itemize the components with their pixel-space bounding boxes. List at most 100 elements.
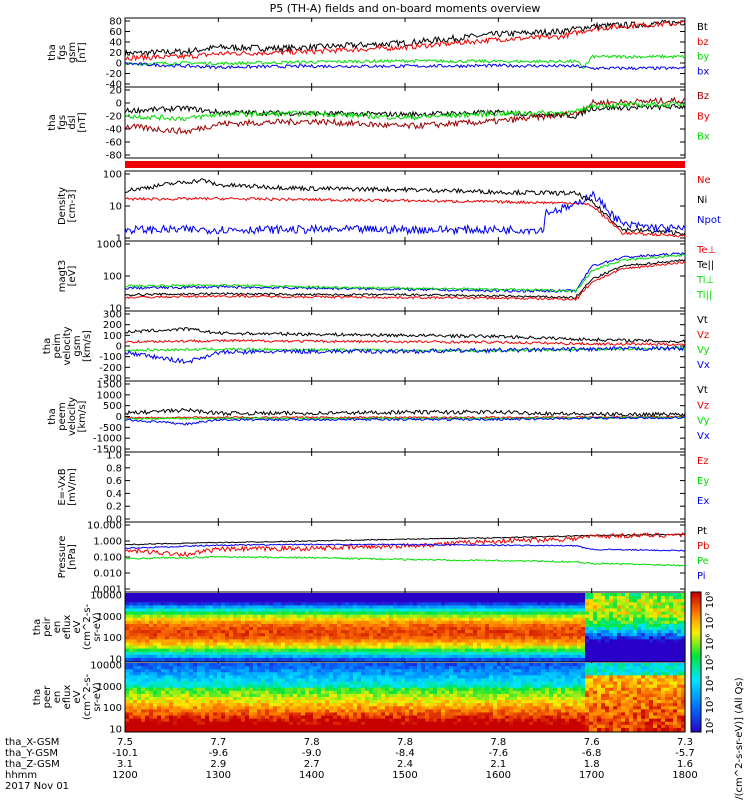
spectrogram-cell	[185, 614, 190, 619]
spectrogram-cell	[297, 627, 302, 631]
spectrogram-cell	[421, 599, 426, 603]
spectrogram-cell	[269, 602, 274, 606]
spectrogram-cell	[209, 636, 214, 640]
spectrogram-cell	[341, 639, 346, 644]
spectrogram-cell	[425, 614, 430, 619]
spectrogram-cell	[269, 645, 274, 650]
spectrogram-cell	[293, 611, 298, 616]
spectrogram-cell	[637, 614, 642, 619]
spectrogram-cell	[645, 642, 650, 647]
spectrogram-cell	[345, 623, 350, 628]
spectrogram-cell	[325, 681, 330, 686]
spectrogram-cell	[161, 596, 166, 600]
spectrogram-cell	[621, 596, 626, 600]
spectrogram-cell	[157, 605, 162, 610]
spectrogram-cell	[193, 666, 198, 670]
spectrogram-cell	[633, 599, 638, 603]
spectrogram-cell	[269, 654, 274, 659]
spectrogram-cell	[201, 690, 206, 695]
spectrogram-cell	[349, 675, 354, 680]
spectrogram-cell	[569, 602, 574, 606]
spectrogram-cell	[325, 678, 330, 683]
spectrogram-cell	[581, 630, 586, 634]
spectrogram-cell	[461, 602, 466, 606]
spectrogram-cell	[289, 697, 294, 701]
spectrogram-cell	[205, 605, 210, 610]
spectrogram-cell	[161, 697, 166, 701]
spectrogram-cell	[349, 709, 354, 714]
spectrogram-cell	[273, 666, 278, 670]
spectrogram-cell	[681, 642, 686, 647]
spectrogram-cell	[613, 620, 618, 625]
spectrogram-cell	[337, 599, 342, 603]
spectrogram-cell	[269, 648, 274, 653]
spectrogram-cell	[597, 617, 602, 622]
spectrogram-cell	[165, 724, 170, 729]
spectrogram-cell	[141, 605, 146, 610]
spectrogram-cell	[137, 678, 142, 683]
spectrogram-cell	[377, 654, 382, 659]
spectrogram-cell	[445, 648, 450, 653]
spectrogram-cell	[621, 605, 626, 610]
spectrogram-cell	[629, 642, 634, 647]
spectrogram-cell	[261, 721, 266, 726]
spectrogram-cell	[325, 608, 330, 613]
spectrogram-cell	[453, 596, 458, 600]
spectrogram-cell	[225, 593, 230, 597]
spectrogram-cell	[213, 693, 218, 698]
spectrogram-cell	[253, 687, 258, 692]
spectrogram-cell	[349, 608, 354, 613]
spectrogram-cell	[137, 727, 142, 732]
spectrogram-cell	[365, 690, 370, 695]
spectrogram-cell	[649, 630, 654, 634]
spectrogram-cell	[385, 620, 390, 625]
spectrogram-cell	[289, 663, 294, 667]
spectrogram-cell	[661, 596, 666, 600]
spectrogram-cell	[613, 599, 618, 603]
spectrogram-cell	[473, 636, 478, 640]
spectrogram-cell	[605, 605, 610, 610]
spectrogram-cell	[285, 617, 290, 622]
spectrogram-cell	[453, 642, 458, 647]
spectrogram-cell	[221, 727, 226, 732]
spectrogram-cell	[357, 715, 362, 720]
spectrogram-cell	[245, 620, 250, 625]
spectrogram-cell	[681, 614, 686, 619]
spectrogram-cell	[193, 614, 198, 619]
spectrogram-cell	[381, 623, 386, 628]
spectrogram-cell	[265, 593, 270, 597]
spectrogram-cell	[413, 596, 418, 600]
spectrogram-cell	[145, 645, 150, 650]
spectrogram-cell	[145, 636, 150, 640]
spectrogram-cell	[133, 627, 138, 631]
spectrogram-cell	[553, 639, 558, 644]
spectrogram-cell	[297, 617, 302, 622]
spectrogram-cell	[137, 654, 142, 659]
spectrogram-cell	[469, 596, 474, 600]
spectrogram-cell	[261, 645, 266, 650]
spectrogram-cell	[365, 645, 370, 650]
spectrogram-cell	[389, 627, 394, 631]
spectrogram-cell	[521, 593, 526, 597]
spectrogram-cell	[417, 620, 422, 625]
spectrogram-cell	[489, 627, 494, 631]
spectrogram-cell	[157, 700, 162, 704]
spectrogram-cell	[589, 617, 594, 622]
spectrogram-cell	[361, 703, 366, 707]
spectrogram-cell	[213, 593, 218, 597]
spectrogram-cell	[537, 599, 542, 603]
spectrogram-cell	[389, 614, 394, 619]
spectrogram-cell	[425, 593, 430, 597]
spectrogram-cell	[365, 614, 370, 619]
spectrogram-cell	[361, 700, 366, 704]
spectrogram-cell	[477, 611, 482, 616]
spectrogram-cell	[205, 623, 210, 628]
spectrogram-cell	[385, 602, 390, 606]
spectrogram-cell	[449, 627, 454, 631]
spectrogram-cell	[585, 639, 590, 644]
spectrogram-cell	[317, 709, 322, 714]
spectrogram-cell	[461, 630, 466, 634]
spectrogram-cell	[325, 614, 330, 619]
spectrogram-cell	[277, 636, 282, 640]
spectrogram-cell	[217, 645, 222, 650]
